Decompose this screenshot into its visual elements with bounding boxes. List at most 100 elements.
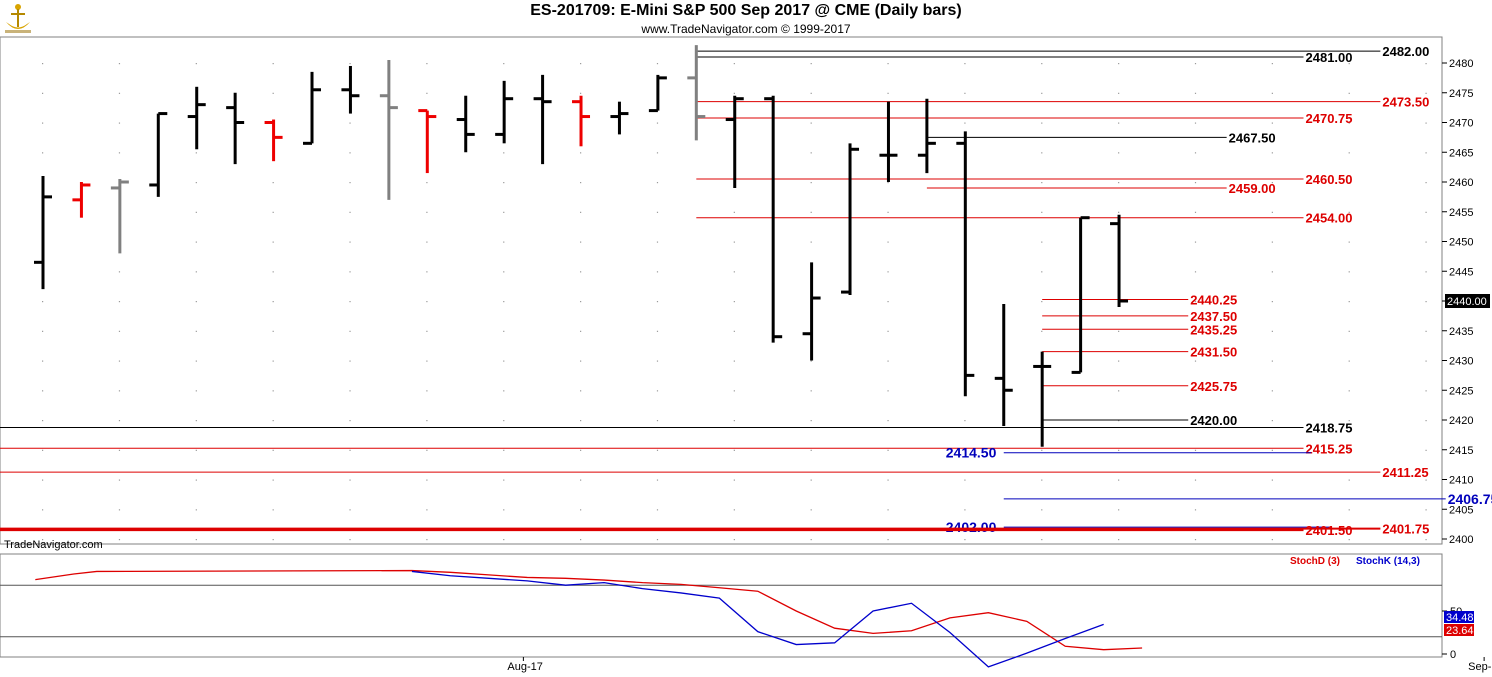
grid-dot: [426, 211, 428, 213]
grid-dot: [964, 449, 966, 451]
grid-dot: [503, 330, 505, 332]
grid-dot: [195, 211, 197, 213]
grid-dot: [426, 449, 428, 451]
grid-dot: [887, 330, 889, 332]
grid-dot: [349, 211, 351, 213]
grid-dot: [733, 92, 735, 94]
grid-dot: [349, 301, 351, 303]
level-label: 2470.75: [1306, 111, 1353, 126]
grid-dot: [1348, 390, 1350, 392]
last-price-box: [1445, 294, 1490, 308]
ohlc-bar: [149, 112, 168, 197]
ohlc-bar: [994, 303, 1013, 426]
ohlc-bar: [764, 95, 783, 343]
grid-dot: [1118, 360, 1120, 362]
grid-dot: [887, 360, 889, 362]
grid-dot: [426, 539, 428, 541]
level-label: 2411.25: [1382, 465, 1428, 480]
grid-dot: [1271, 241, 1273, 243]
ohlc-bar: [687, 45, 706, 141]
grid-dot: [503, 271, 505, 273]
level-label: 2414.50: [946, 445, 997, 461]
ohlc-bar: [379, 60, 398, 200]
grid-dot: [656, 182, 659, 184]
price-tick-label: 2455: [1449, 207, 1473, 219]
grid-dot: [503, 63, 505, 65]
ohlc-bar: [495, 80, 514, 144]
grid-dot: [349, 539, 351, 541]
grid-dot: [195, 330, 197, 332]
grid-dot: [733, 241, 735, 243]
grid-dot: [1271, 539, 1273, 541]
grid-dot: [964, 92, 966, 94]
grid-dot: [656, 539, 659, 541]
grid-dot: [272, 390, 274, 392]
grid-dot: [810, 420, 812, 422]
grid-dot: [1348, 63, 1350, 65]
grid-dot: [1041, 211, 1043, 213]
grid-dot: [733, 539, 735, 541]
grid-dot: [349, 241, 351, 243]
grid-dot: [118, 330, 121, 332]
grid-dot: [887, 390, 889, 392]
grid-dot: [1348, 449, 1350, 451]
grid-dot: [580, 301, 582, 303]
grid-dot: [426, 182, 428, 184]
grid-dot: [733, 211, 735, 213]
grid-dot: [580, 390, 582, 392]
grid-dot: [733, 301, 735, 303]
grid-dot: [272, 63, 274, 65]
watermark: TradeNavigator.com: [4, 539, 103, 551]
chart-title: ES-201709: E-Mini S&P 500 Sep 2017 @ CME…: [530, 2, 962, 19]
grid-dot: [887, 182, 889, 184]
grid-dot: [503, 420, 505, 422]
grid-dot: [733, 479, 735, 481]
price-tick-label: 2445: [1449, 266, 1473, 278]
grid-dot: [656, 63, 659, 65]
grid-dot: [42, 390, 44, 392]
grid-dot: [733, 360, 735, 362]
price-tick-label: 2480: [1449, 58, 1473, 70]
grid-dot: [42, 479, 44, 481]
grid-dot: [887, 241, 889, 243]
level-label: 2420.00: [1190, 413, 1237, 428]
price-tick-label: 2435: [1449, 326, 1473, 338]
grid-dot: [1194, 420, 1197, 422]
price-tick-label: 2420: [1449, 415, 1473, 427]
grid-dot: [118, 92, 121, 94]
grid-dot: [1425, 182, 1427, 184]
level-label: 2454.00: [1306, 211, 1353, 226]
grid-dot: [349, 152, 351, 154]
price-tick-label: 2475: [1449, 88, 1473, 100]
ohlc-bar: [1071, 216, 1090, 374]
grid-dot: [426, 390, 428, 392]
grid-dot: [733, 63, 735, 65]
grid-dot: [1348, 182, 1350, 184]
grid-dot: [810, 211, 812, 213]
grid-dot: [1194, 360, 1197, 362]
grid-dot: [580, 211, 582, 213]
grid-dot: [1041, 449, 1043, 451]
grid-dot: [1425, 271, 1427, 273]
grid-dot: [42, 539, 44, 541]
grid-dot: [733, 330, 735, 332]
grid-dot: [1271, 330, 1273, 332]
grid-dot: [426, 271, 428, 273]
grid-dot: [195, 271, 197, 273]
grid-dot: [810, 539, 812, 541]
grid-dot: [887, 211, 889, 213]
level-label: 2435.25: [1190, 322, 1237, 337]
grid-dot: [195, 449, 197, 451]
grid-dot: [1194, 390, 1197, 392]
grid-dot: [503, 152, 505, 154]
price-tick-label: 2430: [1449, 356, 1473, 368]
grid-dot: [1271, 509, 1273, 511]
grid-dot: [1425, 479, 1427, 481]
grid-dot: [1041, 271, 1043, 273]
grid-dot: [887, 539, 889, 541]
grid-dot: [1425, 211, 1427, 213]
grid-dot: [195, 241, 197, 243]
grid-dot: [426, 360, 428, 362]
